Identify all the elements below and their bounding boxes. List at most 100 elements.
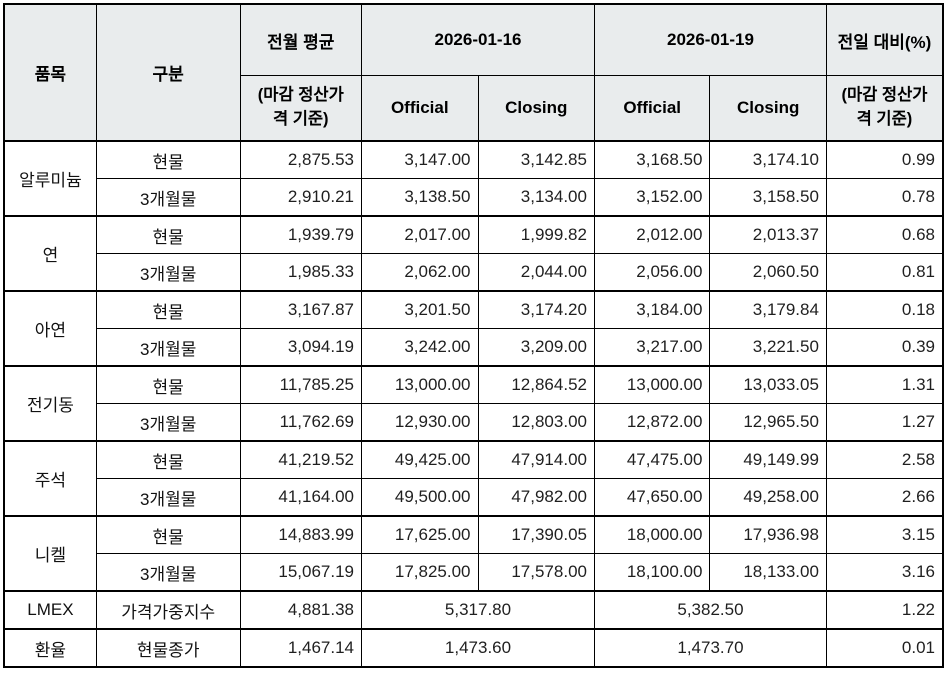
price-cell: 11,785.25: [239, 365, 363, 404]
table-row: 주석 현물 41,219.52 49,425.00 47,914.00 47,475.00…: [3, 440, 944, 517]
table-row: 3개월물 11,762.69 12,930.00 12,803.00 12,872.00…: [4, 403, 944, 442]
category-cell: 현물: [95, 365, 241, 404]
header-date1: 2026-01-16: [361, 3, 595, 76]
category-cell: 가격가중지수: [95, 590, 241, 630]
change-cell: 3.15: [825, 515, 944, 554]
price-cell: 47,914.00: [477, 440, 595, 479]
price-cell: 2,910.21: [239, 178, 363, 217]
price-cell: 2,062.00: [361, 253, 479, 292]
price-cell: 12,872.00: [593, 403, 711, 442]
category-cell: 현물종가: [95, 628, 241, 668]
table-row: 환율 현물종가 1,467.14 1,473.60 1,473.70 0.01: [3, 628, 944, 668]
header-date2-closing: Closing: [709, 75, 827, 142]
change-cell: 0.18: [825, 290, 944, 329]
item-cell: 주석: [3, 440, 97, 517]
item-cell: 환율: [3, 628, 97, 668]
price-cell: 3,174.10: [709, 140, 827, 179]
header-change-note: (마감 정산가 격 기준): [825, 75, 944, 142]
price-cell-merged: 1,473.70: [593, 628, 827, 668]
price-cell: 18,133.00: [709, 553, 827, 592]
category-cell: 3개월물: [95, 253, 241, 292]
price-cell: 41,219.52: [239, 440, 363, 479]
price-cell: 3,142.85: [477, 140, 595, 179]
header-date1-official: Official: [361, 75, 479, 142]
header-date2: 2026-01-19: [593, 3, 827, 76]
change-cell: 0.99: [825, 140, 944, 179]
lme-metal-price-table: 품목 구분 전월 평균 2026-01-16 2026-01-19 전일 대비(…: [3, 3, 944, 668]
price-cell: 47,982.00: [477, 478, 595, 517]
table-row: 연 현물 1,939.79 2,017.00 1,999.82 2,012.00 2,013…: [3, 215, 944, 292]
price-cell: 3,184.00: [593, 290, 711, 329]
table-row: 니켈 현물 14,883.99 17,625.00 17,390.05 18,000.00…: [3, 515, 944, 592]
price-cell: 17,390.05: [477, 515, 595, 554]
price-cell: 3,242.00: [361, 328, 479, 367]
header-item: 품목: [3, 3, 97, 142]
change-cell: 1.31: [825, 365, 944, 404]
category-cell: 3개월물: [95, 178, 241, 217]
change-cell: 0.01: [825, 628, 944, 668]
price-cell: 3,147.00: [361, 140, 479, 179]
table-body: 알루미늄 현물 2,875.53 3,147.00 3,142.85 3,168.50 3,…: [3, 140, 944, 668]
change-cell: 0.78: [825, 178, 944, 217]
header-prev-avg-note: (마감 정산가 격 기준): [239, 75, 363, 142]
change-cell: 3.16: [825, 553, 944, 592]
price-cell: 2,060.50: [709, 253, 827, 292]
price-cell: 1,467.14: [239, 628, 363, 668]
item-cell: 아연: [3, 290, 97, 367]
price-cell: 2,013.37: [709, 215, 827, 254]
table-row: 3개월물 15,067.19 17,825.00 17,578.00 18,100.00…: [4, 553, 944, 592]
change-cell: 2.66: [825, 478, 944, 517]
price-cell: 13,000.00: [361, 365, 479, 404]
price-cell: 17,825.00: [361, 553, 479, 592]
category-cell: 3개월물: [95, 403, 241, 442]
table-row: 3개월물 2,910.21 3,138.50 3,134.00 3,152.00 3,15…: [4, 178, 944, 217]
header-prev-avg: 전월 평균: [239, 3, 363, 76]
price-cell: 12,864.52: [477, 365, 595, 404]
item-cell: LMEX: [3, 590, 97, 630]
price-cell: 1,939.79: [239, 215, 363, 254]
price-cell: 47,475.00: [593, 440, 711, 479]
price-cell: 3,168.50: [593, 140, 711, 179]
price-cell-merged: 5,317.80: [361, 590, 595, 630]
price-cell: 18,000.00: [593, 515, 711, 554]
price-cell: 1,985.33: [239, 253, 363, 292]
item-cell: 알루미늄: [3, 140, 97, 217]
change-cell: 0.39: [825, 328, 944, 367]
category-cell: 현물: [95, 290, 241, 329]
price-cell: 2,017.00: [361, 215, 479, 254]
price-cell: 49,149.99: [709, 440, 827, 479]
category-cell: 현물: [95, 515, 241, 554]
price-cell: 1,999.82: [477, 215, 595, 254]
table-header: 품목 구분 전월 평균 2026-01-16 2026-01-19 전일 대비(…: [3, 3, 944, 142]
price-cell: 3,179.84: [709, 290, 827, 329]
category-cell: 현물: [95, 440, 241, 479]
price-cell-merged: 5,382.50: [593, 590, 827, 630]
table-row: 3개월물 1,985.33 2,062.00 2,044.00 2,056.00 2,06…: [4, 253, 944, 292]
table-row: 전기동 현물 11,785.25 13,000.00 12,864.52 13,000.0…: [3, 365, 944, 442]
table-row: 알루미늄 현물 2,875.53 3,147.00 3,142.85 3,168.50 3,…: [3, 140, 944, 217]
price-cell: 14,883.99: [239, 515, 363, 554]
price-cell: 2,012.00: [593, 215, 711, 254]
price-cell: 3,138.50: [361, 178, 479, 217]
price-cell-merged: 1,473.60: [361, 628, 595, 668]
change-cell: 0.81: [825, 253, 944, 292]
category-cell: 3개월물: [95, 553, 241, 592]
price-cell: 49,500.00: [361, 478, 479, 517]
change-cell: 1.22: [825, 590, 944, 630]
price-cell: 2,044.00: [477, 253, 595, 292]
header-category: 구분: [95, 3, 241, 142]
category-cell: 3개월물: [95, 328, 241, 367]
price-cell: 3,221.50: [709, 328, 827, 367]
price-cell: 3,094.19: [239, 328, 363, 367]
item-cell: 전기동: [3, 365, 97, 442]
change-cell: 0.68: [825, 215, 944, 254]
table-row: 아연 현물 3,167.87 3,201.50 3,174.20 3,184.00 3,17…: [3, 290, 944, 367]
item-cell: 연: [3, 215, 97, 292]
price-cell: 11,762.69: [239, 403, 363, 442]
price-cell: 18,100.00: [593, 553, 711, 592]
table-row: 3개월물 3,094.19 3,242.00 3,209.00 3,217.00 3,22…: [4, 328, 944, 367]
header-date2-official: Official: [593, 75, 711, 142]
price-cell: 3,167.87: [239, 290, 363, 329]
price-cell: 49,425.00: [361, 440, 479, 479]
